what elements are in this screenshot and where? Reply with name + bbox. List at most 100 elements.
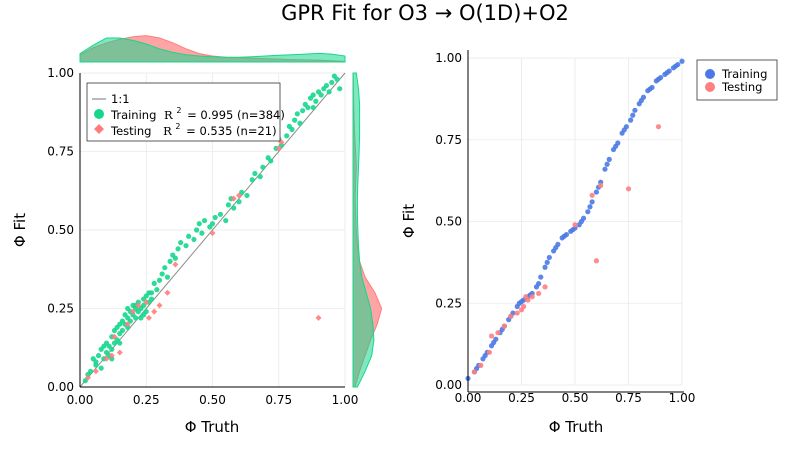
training-point	[542, 264, 548, 270]
x-tick-label: 0.75	[265, 393, 292, 407]
training-point	[570, 227, 576, 233]
y-tick-label: 0.25	[435, 296, 462, 310]
training-point	[154, 287, 160, 293]
testing-point	[124, 321, 131, 328]
testing-point	[495, 330, 501, 336]
training-point	[334, 76, 340, 82]
training-point	[239, 189, 245, 195]
testing-point	[655, 124, 662, 130]
training-point	[578, 218, 585, 225]
training-point	[201, 217, 208, 224]
testing-point	[230, 195, 237, 202]
testing-point	[108, 352, 115, 359]
training-point	[589, 199, 595, 205]
training-point	[638, 97, 644, 104]
legend-training-rest: = 0.995 (n=384)	[187, 108, 285, 122]
testing-point	[478, 362, 484, 368]
testing-point	[236, 192, 242, 199]
training-point	[606, 156, 612, 162]
left-y-axis-label: Φ Fit	[11, 213, 29, 247]
testing-point	[521, 303, 527, 310]
training-point	[587, 204, 593, 210]
training-point	[310, 92, 316, 98]
training-point	[604, 161, 610, 167]
training-point	[278, 142, 284, 148]
x-tick-label: 1.00	[332, 393, 359, 407]
testing-point	[164, 289, 171, 296]
training-point	[260, 164, 266, 170]
training-point	[162, 265, 168, 271]
training-point	[664, 70, 670, 76]
training-point	[159, 271, 165, 277]
testing-point	[143, 299, 150, 306]
training-point	[621, 127, 627, 133]
training-point	[647, 86, 653, 92]
training-point	[119, 327, 125, 334]
testing-point	[625, 186, 632, 192]
testing-point	[84, 374, 91, 381]
right-legend-training-label: Training	[721, 67, 767, 81]
y-tick-label: 0.00	[435, 378, 462, 392]
legend-testing-marker	[94, 124, 104, 134]
training-point	[199, 230, 205, 236]
training-point	[297, 120, 303, 126]
right-legend-testing-label: Testing	[721, 80, 762, 94]
left-legend-box	[86, 82, 281, 142]
training-point	[98, 365, 104, 371]
training-point	[536, 281, 542, 287]
y-tick-label: 0.50	[435, 215, 462, 229]
left-legend: 1:1 Training R 2 = 0.995 (n=384) Testing…	[86, 82, 285, 142]
training-point	[186, 233, 192, 239]
training-point	[151, 280, 157, 286]
testing-point	[92, 368, 99, 375]
y-tick-label: 1.00	[47, 66, 74, 80]
training-point	[127, 318, 133, 324]
testing-point	[135, 302, 142, 309]
training-point	[630, 112, 636, 118]
training-point	[196, 221, 202, 227]
figure-title: GPR Fit for O3 → O(1D)+O2	[281, 1, 569, 25]
training-point	[117, 340, 123, 346]
right-axes	[467, 50, 684, 393]
training-point	[305, 104, 311, 111]
x-tick-label: 0.50	[199, 393, 226, 407]
testing-point	[514, 310, 520, 316]
testing-point	[315, 314, 322, 321]
y-tick-label: 0.25	[47, 302, 74, 316]
testing-point	[111, 333, 118, 340]
testing-point	[501, 323, 507, 329]
x-tick-label: 0.00	[455, 391, 482, 405]
testing-point	[275, 145, 282, 152]
left-tick-labels: 0.000.00 0.25 0.25 0.50 0.50 0.75 0.75 1.00 1.00	[47, 66, 358, 407]
training-point	[125, 324, 131, 330]
right-legend-box	[696, 59, 778, 101]
training-point	[284, 133, 290, 139]
training-point	[294, 111, 300, 117]
y-tick-label: 0.75	[47, 145, 74, 159]
training-point	[613, 143, 619, 149]
x-tick-label: 0.25	[133, 393, 160, 407]
training-point	[249, 177, 255, 183]
training-point	[85, 371, 91, 378]
y-tick-label: 0.00	[47, 380, 74, 394]
legend-training-marker	[94, 109, 104, 119]
testing-point	[572, 222, 578, 228]
training-point	[546, 254, 552, 261]
training-point	[252, 170, 258, 177]
training-point	[82, 378, 88, 384]
training-point	[101, 343, 107, 349]
training-point	[148, 296, 155, 302]
training-point	[225, 202, 231, 208]
right-legend-training-marker	[705, 69, 715, 79]
testing-point	[151, 308, 158, 315]
right-legend: Training Testing	[696, 59, 778, 101]
x-tick-label: 0.75	[615, 391, 642, 405]
training-point	[133, 315, 139, 321]
x-tick-label: 0.50	[562, 391, 589, 405]
training-point	[553, 245, 559, 251]
legend-testing-text: Testing R 2 = 0.535 (n=21)	[110, 118, 277, 138]
legend-training-text: Training R 2 = 0.995 (n=384)	[110, 102, 285, 122]
legend-training-stat: R	[164, 108, 173, 122]
testing-point	[542, 284, 548, 290]
